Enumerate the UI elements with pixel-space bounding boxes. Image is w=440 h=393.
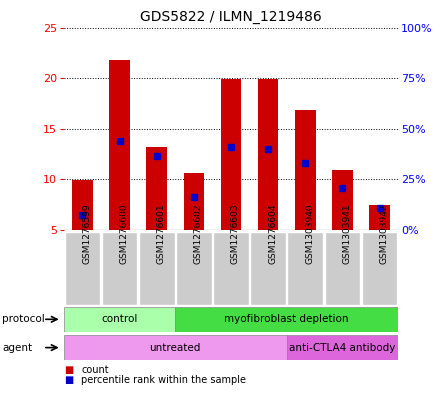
Bar [175,307,398,332]
Bar [287,232,323,305]
Text: GSM1276604: GSM1276604 [268,204,277,264]
Bar [221,79,241,230]
Text: GSM1276603: GSM1276603 [231,204,240,264]
Text: anti-CTLA4 antibody: anti-CTLA4 antibody [289,343,396,353]
Text: ■: ■ [64,375,73,385]
Bar [64,335,287,360]
Bar [64,307,175,332]
Bar [370,205,390,230]
Text: untreated: untreated [150,343,201,353]
Title: GDS5822 / ILMN_1219486: GDS5822 / ILMN_1219486 [140,10,322,24]
Text: GSM1276599: GSM1276599 [82,204,92,264]
Text: GSM1276601: GSM1276601 [157,204,166,264]
Bar [65,232,100,305]
Bar [362,232,397,305]
Text: count: count [81,365,109,375]
Bar [176,232,212,305]
Text: GSM1303942: GSM1303942 [380,204,389,264]
Text: GSM1303940: GSM1303940 [305,204,314,264]
Text: ■: ■ [64,365,73,375]
Bar [287,335,398,360]
Text: GSM1276602: GSM1276602 [194,204,203,264]
Bar [295,110,315,230]
Bar [139,232,175,305]
Text: myofibroblast depletion: myofibroblast depletion [224,314,349,324]
Bar [258,79,279,230]
Bar [102,232,137,305]
Text: GSM1303941: GSM1303941 [342,204,352,264]
Text: protocol: protocol [2,314,45,324]
Text: agent: agent [2,343,32,353]
Bar [147,147,167,230]
Bar [250,232,286,305]
Bar [72,180,92,230]
Bar [183,173,204,230]
Bar [109,60,130,230]
Bar [213,232,249,305]
Text: percentile rank within the sample: percentile rank within the sample [81,375,246,385]
Bar [332,170,353,230]
Text: control: control [101,314,138,324]
Bar [325,232,360,305]
Text: GSM1276600: GSM1276600 [120,204,128,264]
